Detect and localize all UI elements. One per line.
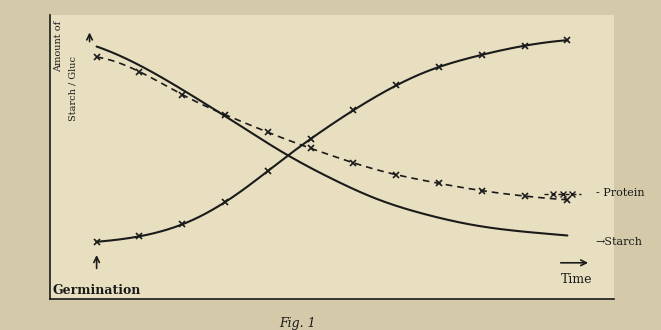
Text: Starch / Gluc: Starch / Gluc <box>69 56 77 121</box>
Text: Fig. 1: Fig. 1 <box>279 317 316 330</box>
Text: Amount of: Amount of <box>54 21 63 72</box>
Text: - Protein: - Protein <box>596 188 644 199</box>
Text: →Starch: →Starch <box>596 237 642 247</box>
Text: Time: Time <box>561 273 592 286</box>
Text: Germination: Germination <box>52 284 141 297</box>
